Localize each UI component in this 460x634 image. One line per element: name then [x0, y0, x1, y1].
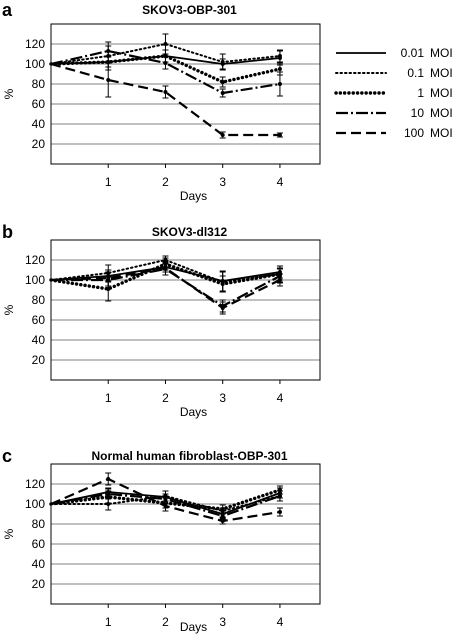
x-tick-label: 3: [219, 175, 226, 189]
panel-letter: c: [2, 446, 12, 466]
y-tick-label: 100: [25, 497, 45, 511]
data-point: [220, 306, 225, 310]
data-point: [220, 282, 225, 286]
chart-title: SKOV3-OBP-301: [142, 3, 237, 17]
data-point: [106, 78, 111, 82]
x-axis-label: Days: [180, 405, 207, 419]
plot-area: [50, 463, 321, 605]
legend: 0.01 MOI 0.1 MOI 1 MOI 10 MOI 100 MOI: [334, 46, 453, 140]
y-tick-label: 20: [32, 137, 46, 151]
data-point: [106, 49, 111, 53]
data-point: [277, 494, 282, 498]
data-point: [277, 54, 282, 58]
chart-title: Normal human fibroblast-OBP-301: [91, 449, 287, 463]
legend-label: 10: [411, 106, 425, 120]
data-point: [277, 82, 282, 86]
legend-label: 0.01: [401, 46, 425, 60]
data-point: [106, 276, 111, 280]
data-point: [277, 67, 282, 71]
y-tick-label: 20: [32, 353, 46, 367]
x-tick-label: 1: [105, 615, 112, 629]
y-tick-label: 120: [25, 37, 45, 51]
panel-letter: a: [2, 0, 13, 20]
data-point: [220, 80, 225, 84]
x-tick-label: 1: [105, 175, 112, 189]
x-tick-label: 2: [162, 391, 169, 405]
chart-panel-c: c Normal human fibroblast-OBP-301 20 40 60 80…: [2, 446, 321, 634]
chart-panel-b: b SKOV3-dl312 20 40 60 80 100 120 1 2 3 4 Days%: [2, 222, 321, 419]
y-tick-label: 60: [32, 537, 46, 551]
y-tick-label: 40: [32, 557, 46, 571]
legend-unit: MOI: [430, 86, 453, 100]
data-point: [163, 497, 168, 501]
data-point: [277, 510, 282, 514]
legend-unit: MOI: [430, 106, 453, 120]
data-point: [220, 91, 225, 95]
y-tick-label: 80: [32, 293, 46, 307]
plot-area: [50, 23, 321, 165]
legend-unit: MOI: [430, 46, 453, 60]
x-tick-label: 4: [277, 391, 284, 405]
x-axis-label: Days: [180, 620, 207, 634]
panel-letter: b: [2, 222, 13, 242]
data-point: [163, 266, 168, 270]
data-point: [220, 60, 225, 64]
legend-label: 1: [417, 86, 424, 100]
y-tick-label: 20: [32, 577, 46, 591]
x-tick-label: 3: [219, 615, 226, 629]
y-axis-label: %: [2, 528, 16, 539]
series-line: [50, 266, 281, 310]
chart-panel-a: a SKOV3-OBP-301 20 40 60 80 100 120 1 2 3 4 Days%: [2, 0, 321, 203]
y-tick-label: 60: [32, 313, 46, 327]
y-tick-label: 40: [32, 333, 46, 347]
y-tick-label: 120: [25, 477, 45, 491]
y-tick-label: 100: [25, 57, 45, 71]
data-point: [277, 133, 282, 137]
chart-title: SKOV3-dl312: [152, 225, 228, 239]
data-point: [220, 507, 225, 511]
x-tick-label: 4: [277, 175, 284, 189]
data-point: [163, 61, 168, 65]
x-tick-label: 2: [162, 615, 169, 629]
x-tick-label: 4: [277, 615, 284, 629]
y-tick-label: 60: [32, 97, 46, 111]
y-tick-label: 80: [32, 517, 46, 531]
x-tick-label: 2: [162, 175, 169, 189]
data-point: [106, 477, 111, 481]
data-point: [220, 133, 225, 137]
y-axis-label: %: [2, 304, 16, 315]
legend-unit: MOI: [430, 66, 453, 80]
y-tick-label: 100: [25, 273, 45, 287]
series-line: [50, 495, 281, 512]
plot-area: [50, 239, 321, 381]
legend-label: 0.1: [407, 66, 424, 80]
data-point: [163, 90, 168, 94]
x-axis-label: Days: [180, 189, 207, 203]
data-point: [163, 42, 168, 46]
data-point: [220, 514, 225, 518]
y-tick-label: 120: [25, 253, 45, 267]
legend-unit: MOI: [430, 126, 453, 140]
legend-label: 100: [404, 126, 424, 140]
data-point: [106, 492, 111, 496]
y-tick-label: 80: [32, 77, 46, 91]
data-point: [277, 278, 282, 282]
x-tick-label: 3: [219, 391, 226, 405]
series-line: [50, 62, 280, 137]
data-point: [220, 519, 225, 523]
data-point: [163, 504, 168, 508]
x-tick-label: 1: [105, 391, 112, 405]
y-axis-label: %: [2, 88, 16, 99]
y-tick-label: 40: [32, 117, 46, 131]
series-line: [50, 49, 281, 95]
